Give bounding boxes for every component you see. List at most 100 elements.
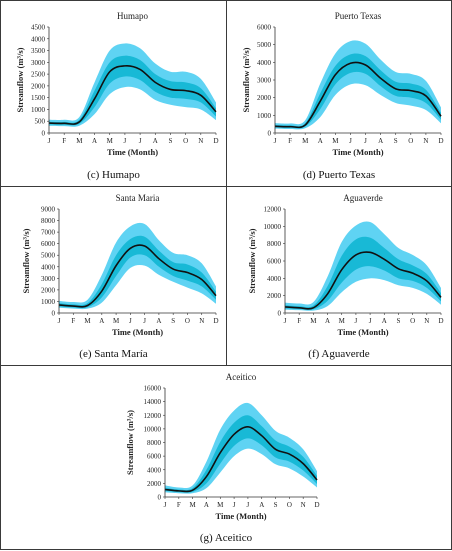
x-tick-label: M (339, 317, 346, 325)
outer-uncertainty-band (165, 402, 317, 494)
y-tick-label: 8000 (267, 240, 282, 248)
x-tick-label: J (355, 317, 358, 325)
x-tick-label: M (113, 317, 120, 325)
x-axis-label: Time (Month) (112, 327, 163, 337)
panel-humapo: Humapo 0 500 1000 1500 2000 2500 3000 3500 4000 45… (0, 0, 227, 187)
x-tick-label: F (62, 137, 66, 145)
x-tick-label: N (424, 317, 429, 325)
y-tick-label: 1000 (41, 298, 56, 306)
x-tick-label: O (185, 317, 190, 325)
y-tick-label: 5000 (41, 252, 56, 260)
x-tick-label: M (84, 317, 91, 325)
x-tick-label: D (438, 317, 443, 325)
y-tick-label: 8000 (41, 217, 56, 225)
x-tick-label: D (213, 137, 218, 145)
y-tick-label: 6000 (147, 453, 162, 461)
y-tick-label: 1000 (257, 112, 272, 120)
caption-humapo: (c) Humapo (87, 169, 140, 181)
y-tick-label: 0 (52, 310, 56, 318)
y-axis-label: Streamflow (m³/s) (15, 47, 25, 112)
chart-santa-maria: Santa Maria 0 1000 2000 3000 4000 5000 6000 7000… (21, 193, 219, 337)
y-tick-label: 4000 (267, 275, 282, 283)
inner-uncertainty-band (49, 55, 216, 126)
chart-title: Santa Maria (116, 193, 160, 203)
chart-title: Aceitico (226, 372, 257, 382)
y-axis-label: Streamflow (m³/s) (247, 228, 257, 293)
x-tick-label: S (171, 317, 175, 325)
chart-title: Puerto Texas (335, 11, 382, 21)
y-axis-label: Streamflow (m³/s) (21, 228, 31, 293)
inner-uncertainty-band (165, 415, 317, 493)
caption-aceitico: (g) Aceitico (199, 532, 253, 544)
x-tick-label: J (164, 501, 167, 509)
caption-puerto-texas: (d) Puerto Texas (302, 169, 376, 181)
y-tick-label: 12000 (264, 206, 282, 214)
x-tick-label: O (408, 137, 413, 145)
y-tick-label: 1000 (31, 106, 46, 114)
x-tick-label: M (107, 137, 114, 145)
y-tick-label: 6000 (41, 240, 56, 248)
mean-streamflow-line (58, 244, 217, 308)
y-tick-label: 16000 (144, 385, 162, 393)
x-tick-label: A (92, 137, 97, 145)
x-tick-label: S (274, 501, 278, 509)
y-tick-label: 4000 (147, 466, 162, 474)
y-axis-label: Streamflow (m³/s) (125, 410, 135, 475)
mean-streamflow-line (164, 426, 318, 493)
x-tick-label: J (364, 137, 367, 145)
chart-puerto-texas: Puerto Texas 0 1000 2000 3000 4000 5000 6000 J F M… (241, 11, 444, 157)
y-tick-label: 3500 (31, 47, 46, 55)
x-tick-label: O (410, 317, 415, 325)
x-tick-label: J (274, 137, 277, 145)
chart-aceitico: Aceitico 0 2000 4000 6000 8000 10000 12000 14000… (125, 372, 320, 521)
x-tick-label: F (297, 317, 301, 325)
x-axis-label: Time (Month) (337, 327, 388, 337)
y-tick-label: 12000 (144, 412, 162, 420)
y-tick-label: 2000 (41, 286, 56, 294)
x-tick-label: A (259, 501, 264, 509)
y-tick-label: 8000 (147, 439, 162, 447)
y-tick-label: 2000 (147, 480, 162, 488)
chart-title: Humapo (117, 11, 148, 21)
x-axis-label: Time (Month) (215, 511, 266, 521)
x-tick-label: F (288, 137, 292, 145)
y-tick-label: 3000 (41, 275, 56, 283)
y-tick-label: 4000 (41, 263, 56, 271)
y-tick-label: 3000 (257, 77, 272, 85)
x-tick-label: S (394, 137, 398, 145)
x-tick-label: D (314, 501, 319, 509)
x-tick-label: M (302, 137, 309, 145)
x-tick-label: M (190, 501, 197, 509)
x-tick-label: A (378, 137, 383, 145)
x-tick-label: J (369, 317, 372, 325)
x-axis-label: Time (Month) (107, 147, 158, 157)
y-tick-label: 14000 (144, 398, 162, 406)
x-tick-label: M (332, 137, 339, 145)
y-tick-label: 4000 (31, 35, 46, 43)
y-tick-label: 500 (35, 118, 46, 126)
y-tick-label: 0 (158, 494, 162, 502)
y-tick-label: 4500 (31, 24, 46, 32)
x-tick-label: F (177, 501, 181, 509)
y-tick-label: 2000 (31, 82, 46, 90)
x-tick-label: M (217, 501, 224, 509)
x-tick-label: S (397, 317, 401, 325)
y-tick-label: 5000 (257, 41, 272, 49)
y-tick-label: 2000 (267, 292, 282, 300)
x-tick-label: O (287, 501, 292, 509)
x-tick-label: D (213, 317, 218, 325)
y-tick-label: 0 (278, 310, 282, 318)
panel-puerto-texas: Puerto Texas 0 1000 2000 3000 4000 5000 6000 J F M… (226, 0, 452, 187)
caption-santa-maria: (e) Santa María (79, 348, 148, 360)
x-tick-label: A (99, 317, 104, 325)
x-tick-label: A (153, 137, 158, 145)
x-tick-label: D (438, 137, 443, 145)
x-tick-label: M (76, 137, 83, 145)
x-tick-label: A (318, 137, 323, 145)
x-tick-label: N (423, 137, 428, 145)
mean-streamflow-line (284, 251, 442, 310)
y-tick-label: 10000 (144, 425, 162, 433)
x-axis-label: Time (Month) (332, 147, 383, 157)
panel-aguaverde: Aguaverde 0 2000 4000 6000 8000 10000 12000 J F M A… (226, 186, 452, 366)
